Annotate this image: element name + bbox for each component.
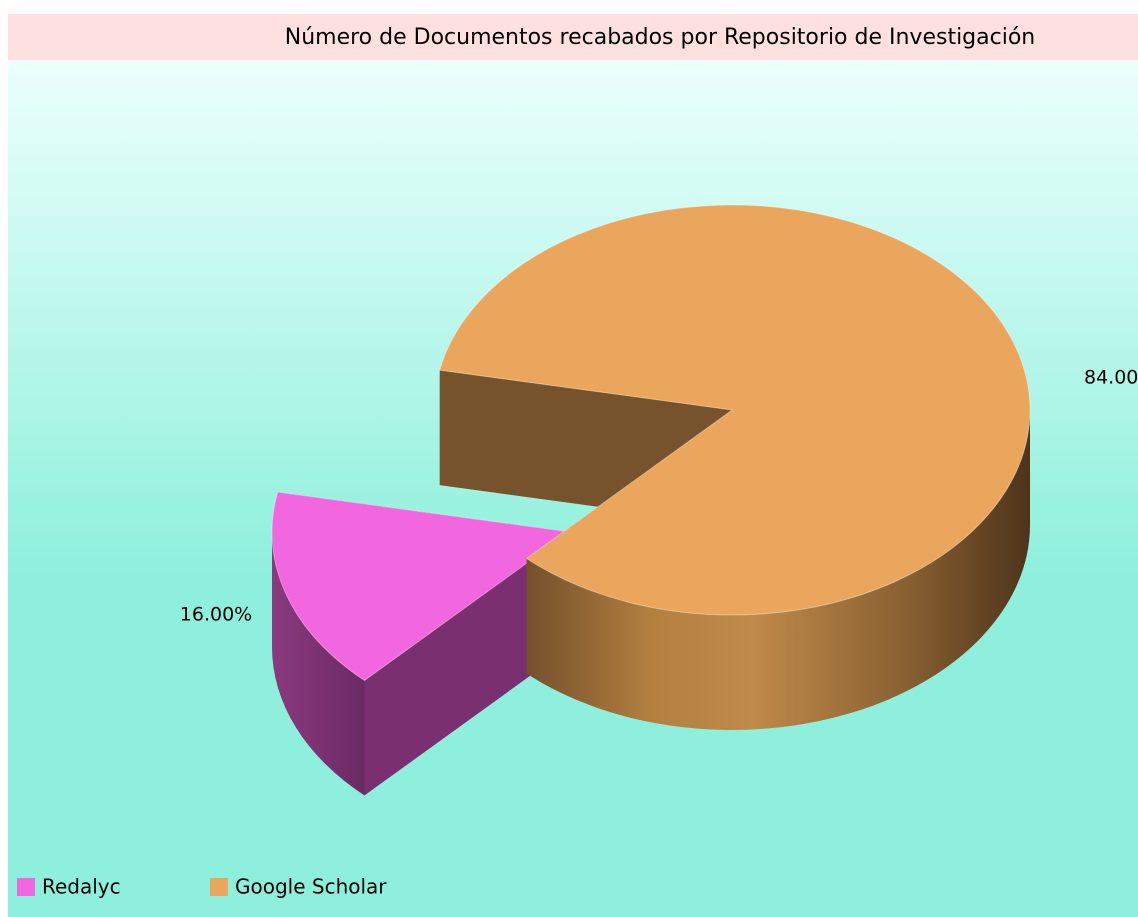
chart-title: Número de Documentos recabados por Repos… bbox=[285, 25, 1036, 50]
slice-side bbox=[272, 532, 365, 796]
title-bar bbox=[8, 14, 1138, 60]
legend-swatch bbox=[17, 878, 35, 896]
legend-label: Redalyc bbox=[42, 875, 121, 899]
value-label: 16.00% bbox=[180, 604, 252, 626]
value-label: 84.00% bbox=[1084, 367, 1138, 389]
slice-side bbox=[526, 410, 1030, 731]
legend-label: Google Scholar bbox=[235, 875, 387, 899]
legend-swatch bbox=[210, 878, 228, 896]
slice bbox=[439, 204, 1031, 616]
slice bbox=[271, 491, 572, 682]
